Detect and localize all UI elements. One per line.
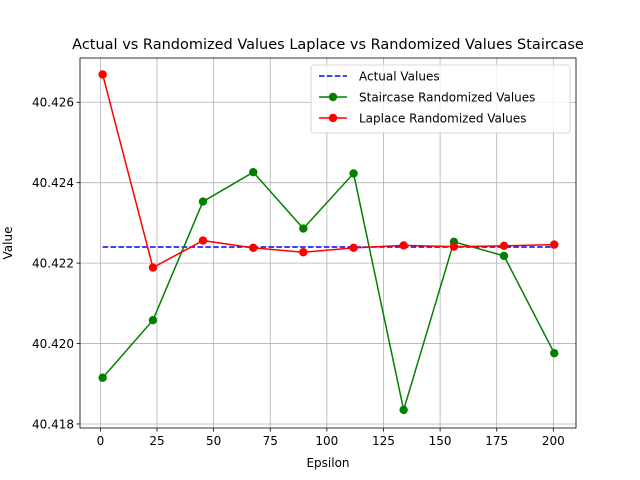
- data-point: [399, 405, 408, 415]
- x-tick-label: 25: [149, 434, 164, 448]
- x-axis-title: Epsilon: [306, 456, 349, 470]
- data-point: [349, 169, 358, 178]
- series-line-2: [102, 171, 555, 411]
- series-line-3: [101, 74, 555, 269]
- legend: Actual Values Staircase Randomized Values…: [310, 64, 571, 134]
- data-point: [198, 197, 208, 206]
- y-tick-label: 40.422: [32, 257, 74, 271]
- data-point: [148, 316, 158, 325]
- series-layer: [98, 70, 559, 415]
- axis-ticks: 0 25 50 75 100 125 150 175 200 40.418 40.420 40.422…: [32, 96, 565, 448]
- x-tick-label: 200: [542, 434, 565, 448]
- y-tick-label: 40.424: [32, 176, 74, 190]
- x-tick-label: 175: [485, 434, 508, 448]
- data-point: [349, 243, 358, 253]
- legend-label: Staircase Randomized Values: [359, 91, 535, 105]
- x-tick-label: 150: [429, 434, 452, 448]
- data-point: [499, 241, 509, 251]
- x-tick-label: 75: [263, 434, 278, 448]
- legend-marker: [328, 92, 338, 102]
- data-point: [98, 70, 107, 79]
- x-tick-label: 125: [372, 434, 395, 448]
- data-point: [299, 248, 308, 257]
- chart-title: Actual vs Randomized Values Laplace vs R…: [72, 37, 584, 53]
- y-tick-label: 40.418: [32, 417, 74, 431]
- data-point: [449, 242, 459, 251]
- data-point: [249, 243, 258, 253]
- y-tick-label: 40.420: [32, 337, 74, 351]
- data-point: [550, 348, 559, 358]
- data-point: [198, 236, 208, 245]
- data-point: [249, 168, 258, 177]
- x-tick-label: 0: [97, 434, 105, 448]
- y-tick-label: 40.426: [32, 96, 74, 110]
- legend-label: Laplace Randomized Values: [359, 112, 526, 126]
- data-point: [98, 373, 107, 382]
- x-tick-label: 50: [206, 434, 221, 448]
- y-axis-title: Value: [1, 227, 15, 260]
- legend-box: [310, 64, 571, 134]
- data-point: [399, 241, 408, 250]
- data-point: [148, 263, 158, 272]
- legend-label: Actual Values: [359, 70, 440, 84]
- data-point: [299, 224, 308, 233]
- plot-frame: [79, 57, 577, 429]
- x-tick-label: 100: [315, 434, 338, 448]
- data-point: [499, 251, 509, 261]
- legend-marker: [328, 113, 338, 123]
- data-point: [550, 240, 559, 249]
